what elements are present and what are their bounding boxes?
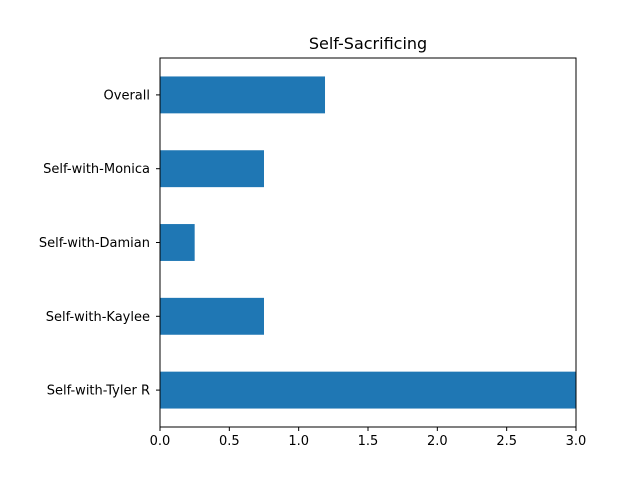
y-axis: Overall Self-with-Monica Self-with-Damian S… bbox=[39, 88, 160, 399]
bar-self-with-tyler-r bbox=[160, 371, 576, 409]
y-tick-label: Self-with-Damian bbox=[39, 236, 150, 251]
y-tick-label: Self-with-Kaylee bbox=[46, 310, 150, 325]
chart-title: Self-Sacrificing bbox=[309, 34, 427, 53]
x-tick-label: 0.5 bbox=[219, 434, 240, 449]
bar-overall bbox=[160, 76, 326, 114]
y-tick-label: Self-with-Tyler R bbox=[47, 384, 150, 399]
bar-self-with-kaylee bbox=[160, 297, 264, 335]
x-tick-label: 0.0 bbox=[150, 434, 171, 449]
x-axis: 0.0 0.5 1.0 1.5 2.0 2.5 3.0 bbox=[150, 427, 587, 449]
bar-self-with-damian bbox=[160, 224, 195, 261]
bar-self-with-monica bbox=[160, 150, 264, 188]
x-tick-label: 1.0 bbox=[288, 434, 309, 449]
x-tick-label: 2.0 bbox=[427, 434, 448, 449]
y-tick-label: Self-with-Monica bbox=[43, 162, 150, 177]
x-tick-label: 3.0 bbox=[566, 434, 587, 449]
x-tick-label: 1.5 bbox=[358, 434, 379, 449]
axes-frame bbox=[159, 57, 577, 428]
bars-layer bbox=[160, 76, 576, 409]
x-tick-label: 2.5 bbox=[496, 434, 517, 449]
y-tick-label: Overall bbox=[104, 88, 150, 103]
